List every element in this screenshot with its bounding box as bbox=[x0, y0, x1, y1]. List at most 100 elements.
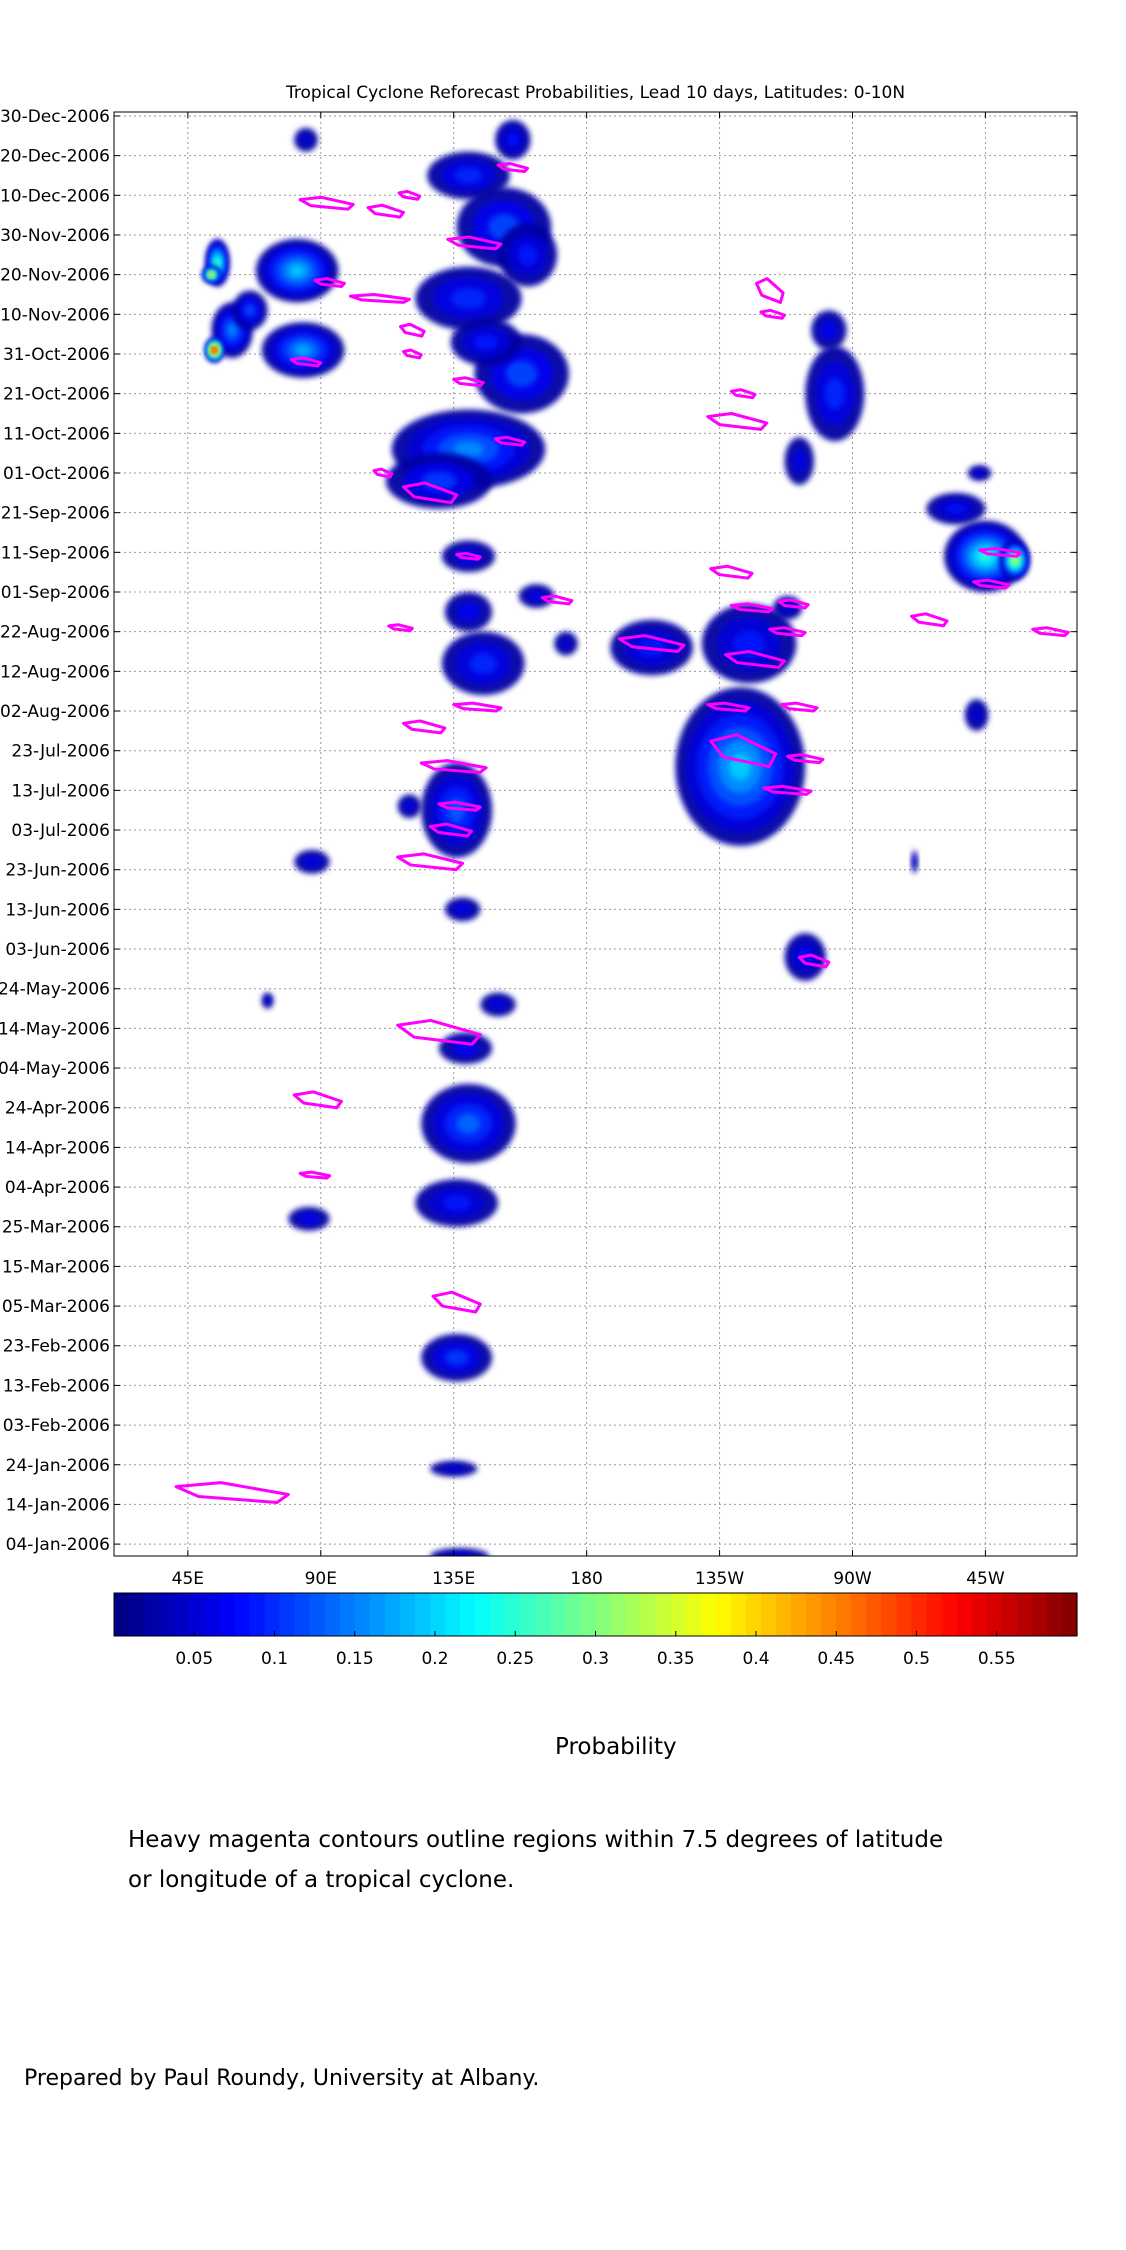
cyclone-contour bbox=[396, 852, 465, 872]
colorbar-segment bbox=[730, 1593, 747, 1636]
cyclone-contour bbox=[540, 594, 574, 606]
cyclone-contour bbox=[437, 800, 482, 812]
cyclone-contour bbox=[401, 481, 459, 505]
y-tick-label: 24-Apr-2006 bbox=[5, 1099, 110, 1119]
probability-level bbox=[212, 348, 217, 353]
plot-frame bbox=[113, 111, 1078, 1557]
colorbar-segment bbox=[1061, 1593, 1078, 1636]
probability-region bbox=[444, 592, 493, 632]
probability-level bbox=[820, 320, 838, 341]
probability-level bbox=[729, 753, 752, 780]
colorbar-segment bbox=[159, 1593, 175, 1636]
colorbar-segment bbox=[926, 1593, 943, 1636]
colorbar-segment bbox=[505, 1593, 521, 1636]
probability-region bbox=[288, 1206, 330, 1231]
probability-region bbox=[294, 127, 318, 152]
probability-level bbox=[444, 1552, 475, 1556]
colorbar-segment bbox=[535, 1593, 551, 1636]
colorbar-segment bbox=[414, 1593, 431, 1636]
probability-region bbox=[205, 338, 224, 362]
probability-region bbox=[202, 266, 221, 283]
cyclone-contour bbox=[723, 650, 787, 669]
probability-region bbox=[441, 631, 525, 696]
y-tick-label: 11-Oct-2006 bbox=[3, 424, 110, 444]
probability-level bbox=[506, 133, 519, 147]
probability-region bbox=[232, 290, 268, 331]
probability-region bbox=[911, 849, 918, 874]
y-tick-label: 23-Jul-2006 bbox=[11, 742, 110, 762]
colorbar-segment bbox=[1031, 1593, 1048, 1636]
cyclone-contour bbox=[348, 292, 411, 304]
probability-level bbox=[454, 167, 483, 184]
probability-level bbox=[444, 1349, 469, 1366]
probability-region bbox=[944, 520, 1027, 593]
y-tick-label: 13-Jul-2006 bbox=[11, 781, 110, 801]
colorbar-segment bbox=[851, 1593, 867, 1636]
probability-region bbox=[415, 1179, 499, 1227]
probability-level bbox=[209, 272, 214, 277]
probability-region bbox=[421, 1083, 516, 1164]
y-axis: 04-Jan-2006 14-Jan-2006 24-Jan-2006 03-Feb-… bbox=[0, 107, 1077, 1555]
probability-level bbox=[303, 855, 321, 868]
cyclone-contour bbox=[446, 235, 503, 251]
cyclone-contour bbox=[452, 376, 485, 388]
y-tick-label: 24-May-2006 bbox=[0, 980, 110, 1000]
probability-region bbox=[480, 992, 516, 1017]
probability-region bbox=[967, 465, 992, 481]
y-tick-label: 14-Apr-2006 bbox=[5, 1138, 110, 1158]
y-tick-label: 14-Jan-2006 bbox=[6, 1495, 110, 1515]
cyclone-contour bbox=[313, 277, 346, 289]
colorbar-segment bbox=[204, 1593, 220, 1636]
colorbar-segment bbox=[836, 1593, 852, 1636]
probability-region bbox=[261, 322, 345, 378]
cyclone-contour bbox=[452, 701, 503, 713]
colorbar-segment bbox=[550, 1593, 567, 1636]
y-tick-label: 15-Mar-2006 bbox=[2, 1257, 110, 1277]
colorbar-segment bbox=[881, 1593, 898, 1636]
y-tick-label: 13-Feb-2006 bbox=[3, 1376, 110, 1396]
probability-level bbox=[215, 259, 220, 266]
x-axis: 45E 90E 135E 180 135W 90W 45W bbox=[172, 112, 1005, 1589]
cyclone-contour bbox=[706, 411, 769, 431]
cyclone-contour bbox=[709, 733, 778, 769]
probability-region bbox=[421, 762, 493, 858]
colorbar-tick-label: 0.5 bbox=[903, 1649, 930, 1669]
colorbar-tick-label: 0.4 bbox=[742, 1649, 769, 1669]
colorbar-segment bbox=[174, 1593, 190, 1636]
colorbar-segment bbox=[655, 1593, 672, 1636]
colorbar-segment bbox=[129, 1593, 145, 1636]
probability-level bbox=[450, 287, 487, 310]
colorbar-segment bbox=[144, 1593, 160, 1636]
y-tick-label: 10-Dec-2006 bbox=[0, 186, 110, 206]
cyclone-contour bbox=[910, 612, 949, 628]
probability-region bbox=[421, 1333, 493, 1382]
colorbar-segment bbox=[565, 1593, 582, 1636]
probability-level bbox=[560, 637, 572, 650]
y-tick-label: 22-Aug-2006 bbox=[0, 623, 110, 643]
probability-level bbox=[970, 707, 983, 723]
x-tick-label: 135W bbox=[695, 1569, 744, 1589]
cyclone-contour bbox=[759, 308, 787, 320]
probability-level bbox=[469, 652, 498, 674]
colorbar: 0.05 0.1 0.15 0.2 0.25 0.3 0.35 0.4 0.45 0.5 0.55 bbox=[113, 1592, 1078, 1669]
probability-region bbox=[427, 151, 510, 200]
cyclone-contour bbox=[174, 1481, 290, 1504]
colorbar-segment bbox=[791, 1593, 807, 1636]
colorbar-segment bbox=[475, 1593, 491, 1636]
y-tick-label: 04-May-2006 bbox=[0, 1059, 110, 1079]
probability-region bbox=[397, 794, 422, 819]
probability-level bbox=[791, 449, 807, 473]
probability-region bbox=[498, 223, 558, 287]
cyclone-contour bbox=[729, 388, 757, 400]
y-tick-label: 03-Jun-2006 bbox=[5, 940, 110, 960]
probability-level bbox=[453, 903, 472, 916]
y-tick-label: 03-Feb-2006 bbox=[3, 1416, 110, 1436]
probability-level bbox=[505, 360, 538, 388]
y-tick-label: 25-Mar-2006 bbox=[2, 1218, 110, 1238]
contour-note-line-1: Heavy magenta contours outline regions w… bbox=[128, 1827, 944, 1853]
y-tick-label: 04-Jan-2006 bbox=[6, 1535, 110, 1555]
probability-region bbox=[1000, 540, 1030, 581]
colorbar-segment bbox=[460, 1593, 476, 1636]
cyclone-contour bbox=[768, 626, 807, 638]
contour-note-line-2: or longitude of a tropical cyclone. bbox=[128, 1867, 515, 1893]
